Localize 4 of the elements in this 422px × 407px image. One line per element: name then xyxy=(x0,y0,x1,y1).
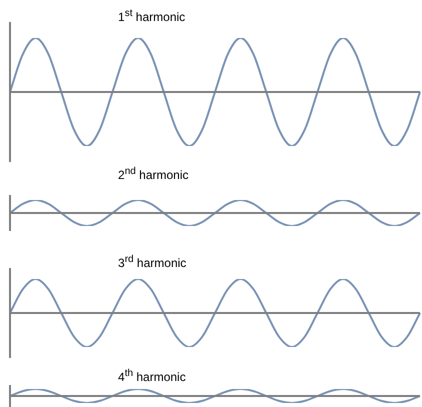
chart-title: 4$^{th}$ harmonic xyxy=(118,368,186,384)
chart-title: 3$^{rd}$ harmonic xyxy=(118,254,186,270)
chart-title: 1$^{st}$ harmonic xyxy=(118,8,186,24)
chart-title: 2$^{nd}$ harmonic xyxy=(118,166,188,182)
